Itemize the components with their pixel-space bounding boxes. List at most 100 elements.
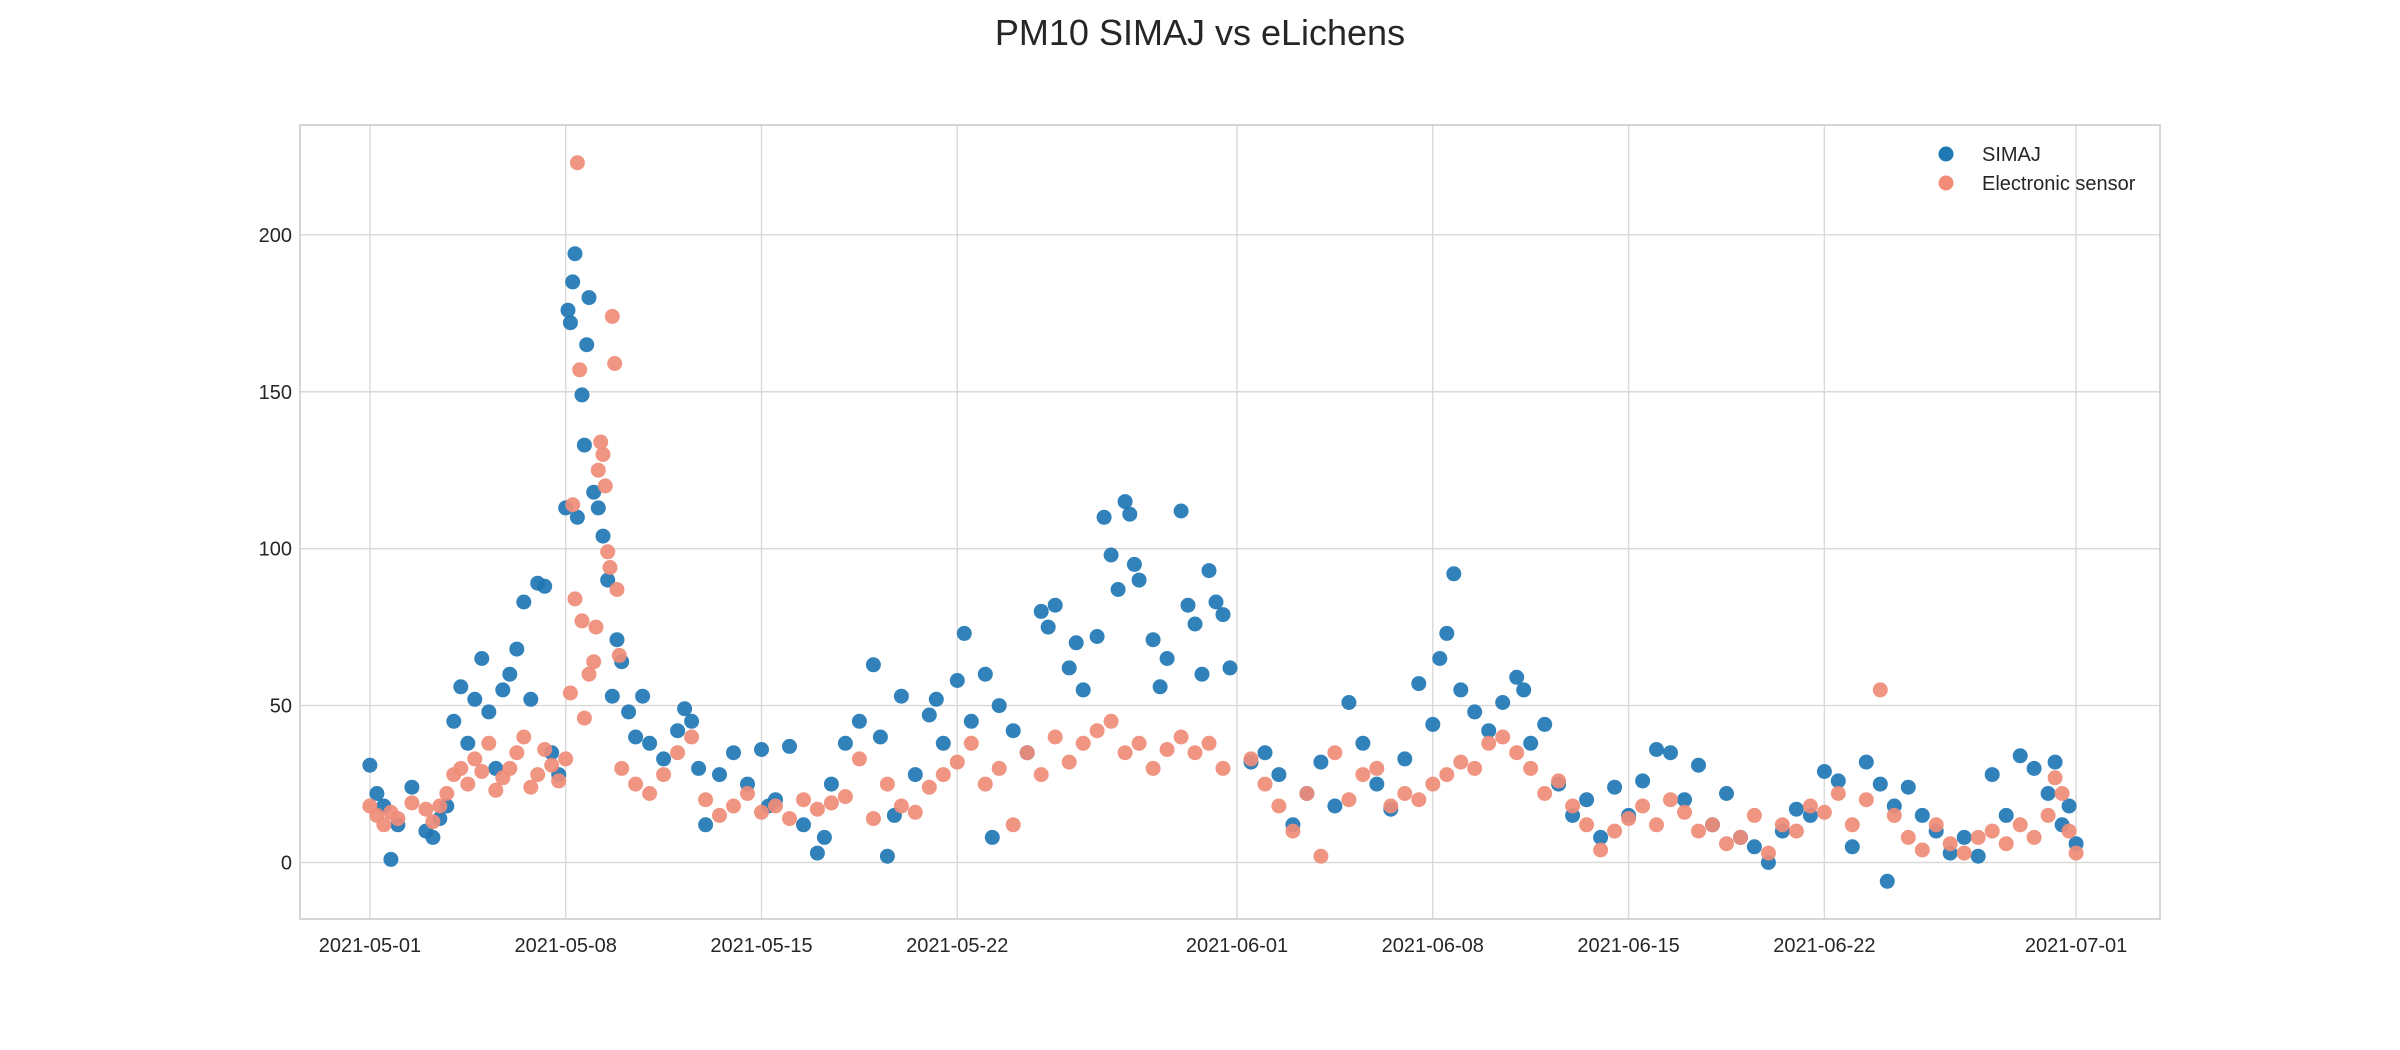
data-point (726, 798, 741, 814)
data-point (796, 792, 811, 808)
data-point (574, 613, 590, 629)
data-point (602, 560, 618, 575)
data-point (567, 246, 583, 262)
data-point (523, 779, 539, 795)
data-point (1719, 836, 1734, 852)
data-point (1719, 786, 1734, 801)
data-point (474, 651, 490, 666)
data-point (1299, 786, 1315, 801)
data-point (1453, 682, 1469, 698)
data-point (572, 362, 588, 378)
data-point (586, 484, 602, 500)
data-point (604, 688, 620, 704)
data-point (1495, 729, 1511, 745)
data-point (376, 817, 392, 833)
data-point (495, 682, 511, 698)
data-point (635, 688, 651, 704)
data-point (1579, 817, 1595, 833)
data-point (1998, 807, 2014, 823)
data-point (1956, 845, 1972, 861)
data-point (921, 779, 937, 795)
data-point (1886, 807, 1902, 823)
data-point (1607, 779, 1623, 795)
data-point (796, 817, 811, 833)
data-point (1103, 713, 1119, 729)
data-point (1047, 729, 1063, 745)
data-point (609, 632, 625, 648)
data-point (1900, 779, 1916, 795)
data-point (1040, 619, 1056, 635)
data-point (567, 591, 583, 607)
legend-item-electronic-sensor: Electronic sensor (1938, 173, 2136, 195)
data-point (1243, 751, 1259, 767)
tick-labels: 2021-05-01 2021-05-08 2021-05-15 2021-05-22… (259, 225, 2128, 957)
data-point (1733, 829, 1748, 845)
data-point (1096, 509, 1112, 525)
x-tick-label: 2021-06-08 (1382, 935, 1484, 957)
series-simaj-points (362, 246, 2084, 889)
data-point (1187, 745, 1203, 761)
data-point (425, 829, 441, 845)
data-point (691, 760, 707, 776)
data-point (1691, 757, 1706, 773)
data-point (2068, 845, 2084, 861)
data-point (418, 801, 434, 817)
data-point (712, 807, 727, 823)
data-point (837, 735, 853, 751)
data-point (1201, 735, 1217, 751)
data-point (1327, 798, 1343, 814)
data-point (1788, 801, 1804, 817)
data-point (2047, 754, 2063, 770)
data-point (590, 462, 606, 478)
data-point (509, 745, 525, 761)
data-point (1439, 767, 1455, 783)
data-point (453, 679, 469, 695)
data-point (1271, 798, 1287, 814)
y-tick-label: 50 (270, 696, 292, 718)
grid (300, 125, 2160, 919)
x-tick-label: 2021-05-22 (906, 935, 1008, 957)
data-point (837, 789, 853, 805)
data-point (537, 742, 553, 757)
data-point (523, 691, 539, 707)
data-point (581, 666, 597, 682)
data-point (439, 786, 455, 801)
data-point (1481, 723, 1497, 739)
data-point (1355, 767, 1371, 783)
data-point (586, 654, 602, 670)
data-point (712, 767, 727, 783)
data-point (991, 698, 1007, 714)
data-point (390, 811, 406, 827)
data-point (928, 691, 944, 707)
data-point (1677, 792, 1692, 808)
data-point (1746, 807, 1762, 823)
data-point (893, 688, 909, 704)
data-point (656, 767, 672, 783)
data-point (921, 707, 937, 723)
data-point (677, 701, 693, 717)
data-point (642, 786, 658, 801)
data-point (2054, 786, 2070, 801)
data-point (851, 751, 867, 767)
data-point (1607, 823, 1623, 839)
data-point (879, 776, 895, 792)
chart-title: PM10 SIMAJ vs eLichens (994, 12, 1406, 53)
data-point (1122, 506, 1138, 522)
data-point (1173, 503, 1189, 519)
data-point (1061, 754, 1077, 770)
legend-label: Electronic sensor (1982, 173, 2136, 195)
data-point (1705, 817, 1720, 833)
data-point (453, 760, 469, 776)
data-point (809, 845, 825, 861)
data-point (460, 776, 476, 792)
data-point (963, 713, 979, 729)
data-point (684, 729, 700, 745)
data-point (1103, 547, 1119, 563)
data-point (1453, 754, 1469, 770)
data-point (1593, 842, 1609, 858)
data-point (1956, 829, 1972, 845)
data-point (597, 478, 613, 494)
data-point (2040, 786, 2056, 801)
data-point (516, 729, 532, 745)
